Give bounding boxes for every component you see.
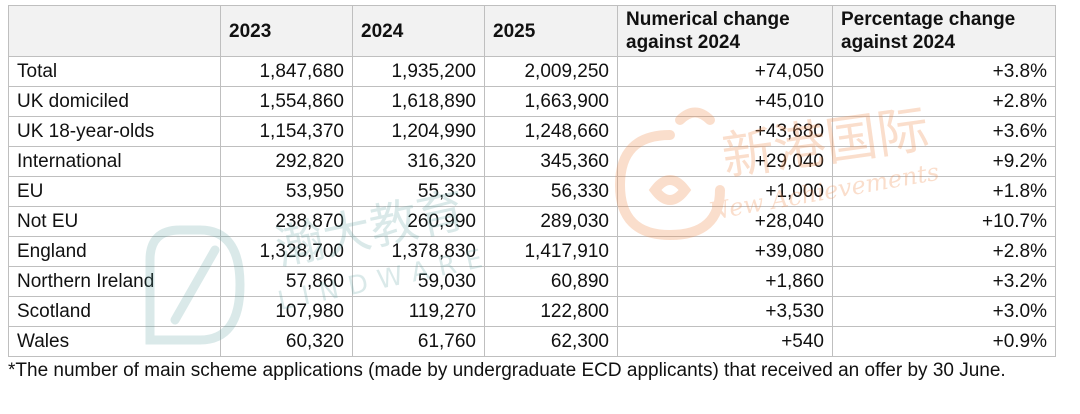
cell-numerical-change: +3,530	[617, 296, 833, 327]
table-row: UK domiciled 1,554,860 1,618,890 1,663,9…	[8, 86, 1056, 117]
cell-2024: 316,320	[352, 146, 485, 177]
header-row: 2023 2024 2025 Numerical change against …	[8, 5, 1056, 57]
cell-2023: 238,870	[220, 206, 353, 237]
cell-2024: 1,378,830	[352, 236, 485, 267]
cell-percentage-change: +1.8%	[832, 176, 1056, 207]
data-table-container: 2023 2024 2025 Numerical change against …	[8, 5, 1056, 357]
cell-percentage-change: +9.2%	[832, 146, 1056, 177]
cell-2025: 1,248,660	[484, 116, 618, 147]
table-row: International 292,820 316,320 345,360 +2…	[8, 146, 1056, 177]
cell-2024: 61,760	[352, 326, 485, 357]
cell-2023: 107,980	[220, 296, 353, 327]
cell-2023: 1,154,370	[220, 116, 353, 147]
cell-2024: 119,270	[352, 296, 485, 327]
cell-2023: 53,950	[220, 176, 353, 207]
row-label: Scotland	[8, 296, 221, 327]
cell-numerical-change: +1,000	[617, 176, 833, 207]
cell-2025: 2,009,250	[484, 56, 618, 87]
cell-2025: 122,800	[484, 296, 618, 327]
cell-2025: 62,300	[484, 326, 618, 357]
cell-2024: 260,990	[352, 206, 485, 237]
cell-2024: 1,935,200	[352, 56, 485, 87]
cell-numerical-change: +1,860	[617, 266, 833, 297]
cell-percentage-change: +3.6%	[832, 116, 1056, 147]
cell-2024: 1,618,890	[352, 86, 485, 117]
cell-2023: 57,860	[220, 266, 353, 297]
table-body: Total 1,847,680 1,935,200 2,009,250 +74,…	[8, 56, 1056, 357]
cell-2024: 1,204,990	[352, 116, 485, 147]
table-row: Northern Ireland 57,860 59,030 60,890 +1…	[8, 266, 1056, 297]
header-cell-numerical-change: Numerical change against 2024	[617, 5, 833, 57]
cell-percentage-change: +10.7%	[832, 206, 1056, 237]
row-label: Not EU	[8, 206, 221, 237]
row-label: EU	[8, 176, 221, 207]
cell-2023: 1,847,680	[220, 56, 353, 87]
table-row: England 1,328,700 1,378,830 1,417,910 +3…	[8, 236, 1056, 267]
cell-percentage-change: +0.9%	[832, 326, 1056, 357]
row-label: Wales	[8, 326, 221, 357]
row-label: UK domiciled	[8, 86, 221, 117]
row-label: England	[8, 236, 221, 267]
table-row: Wales 60,320 61,760 62,300 +540 +0.9%	[8, 326, 1056, 357]
cell-2025: 60,890	[484, 266, 618, 297]
cell-2025: 1,417,910	[484, 236, 618, 267]
cell-numerical-change: +43,680	[617, 116, 833, 147]
header-cell-2025: 2025	[484, 5, 618, 57]
cell-2024: 59,030	[352, 266, 485, 297]
cell-numerical-change: +28,040	[617, 206, 833, 237]
row-label: UK 18-year-olds	[8, 116, 221, 147]
cell-2023: 292,820	[220, 146, 353, 177]
applications-table: 2023 2024 2025 Numerical change against …	[8, 5, 1056, 357]
row-label: Total	[8, 56, 221, 87]
cell-2025: 289,030	[484, 206, 618, 237]
header-cell-2023: 2023	[220, 5, 353, 57]
cell-2023: 1,554,860	[220, 86, 353, 117]
table-row: EU 53,950 55,330 56,330 +1,000 +1.8%	[8, 176, 1056, 207]
cell-2023: 60,320	[220, 326, 353, 357]
cell-percentage-change: +2.8%	[832, 86, 1056, 117]
header-cell-2024: 2024	[352, 5, 485, 57]
cell-numerical-change: +39,080	[617, 236, 833, 267]
cell-numerical-change: +45,010	[617, 86, 833, 117]
cell-percentage-change: +3.8%	[832, 56, 1056, 87]
table-row: Not EU 238,870 260,990 289,030 +28,040 +…	[8, 206, 1056, 237]
cell-2025: 1,663,900	[484, 86, 618, 117]
cell-numerical-change: +540	[617, 326, 833, 357]
table-header: 2023 2024 2025 Numerical change against …	[8, 5, 1056, 57]
table-row: Scotland 107,980 119,270 122,800 +3,530 …	[8, 296, 1056, 327]
header-cell-corner	[8, 5, 221, 57]
cell-2025: 345,360	[484, 146, 618, 177]
cell-percentage-change: +3.0%	[832, 296, 1056, 327]
cell-2023: 1,328,700	[220, 236, 353, 267]
cell-percentage-change: +2.8%	[832, 236, 1056, 267]
cell-percentage-change: +3.2%	[832, 266, 1056, 297]
table-footnote: *The number of main scheme applications …	[8, 360, 1006, 381]
cell-numerical-change: +29,040	[617, 146, 833, 177]
table-row: Total 1,847,680 1,935,200 2,009,250 +74,…	[8, 56, 1056, 87]
cell-2025: 56,330	[484, 176, 618, 207]
row-label: International	[8, 146, 221, 177]
header-cell-percentage-change: Percentage change against 2024	[832, 5, 1056, 57]
cell-numerical-change: +74,050	[617, 56, 833, 87]
row-label: Northern Ireland	[8, 266, 221, 297]
cell-2024: 55,330	[352, 176, 485, 207]
table-row: UK 18-year-olds 1,154,370 1,204,990 1,24…	[8, 116, 1056, 147]
